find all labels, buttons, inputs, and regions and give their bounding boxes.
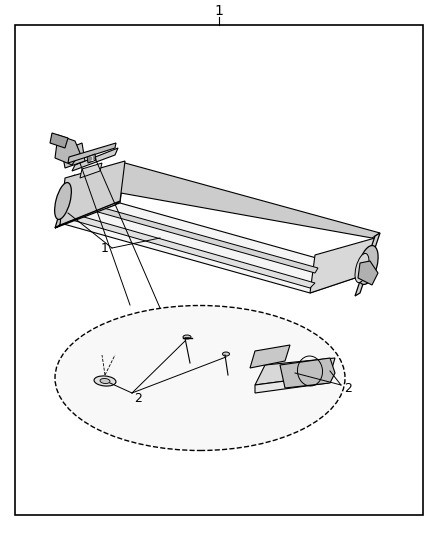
Ellipse shape [223,352,230,356]
Polygon shape [68,143,116,163]
Polygon shape [55,135,80,165]
Polygon shape [87,154,96,163]
Ellipse shape [94,376,116,386]
Polygon shape [310,238,375,293]
Ellipse shape [55,183,71,220]
Polygon shape [60,163,125,223]
Ellipse shape [183,335,191,339]
Ellipse shape [358,246,378,285]
Text: 2: 2 [344,382,352,394]
Polygon shape [65,163,380,238]
Polygon shape [358,261,378,285]
Polygon shape [66,198,318,273]
Polygon shape [255,375,330,393]
Polygon shape [72,148,118,171]
Polygon shape [50,133,68,148]
Polygon shape [55,201,120,228]
Text: 1: 1 [215,4,223,18]
Polygon shape [255,358,335,385]
Text: 1: 1 [89,156,93,162]
Polygon shape [60,203,370,293]
Polygon shape [280,358,335,388]
Polygon shape [80,163,102,178]
Polygon shape [60,161,125,225]
Polygon shape [62,143,85,168]
Ellipse shape [55,305,345,450]
Text: 1: 1 [101,241,109,254]
Ellipse shape [355,253,369,282]
Text: 2: 2 [134,392,142,405]
Ellipse shape [100,378,110,384]
Polygon shape [250,345,290,368]
Polygon shape [55,175,75,228]
Polygon shape [65,213,315,288]
Polygon shape [355,233,380,296]
